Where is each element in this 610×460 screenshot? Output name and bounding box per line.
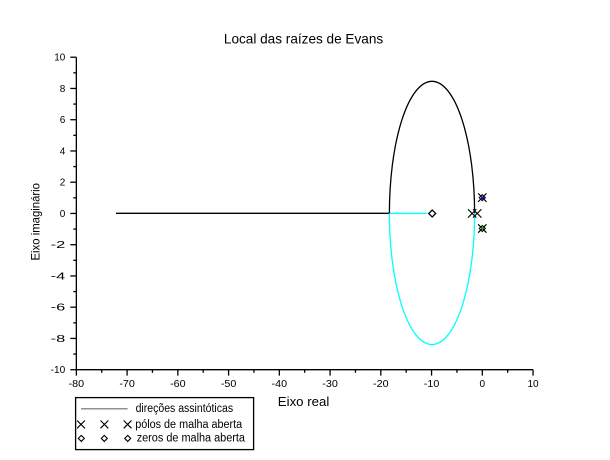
svg-text:-60: -60 <box>170 379 186 390</box>
svg-text:-6: -6 <box>51 303 66 314</box>
svg-text:0: 0 <box>480 379 486 390</box>
svg-text:-10: -10 <box>424 379 440 390</box>
svg-text:-70: -70 <box>119 379 135 390</box>
svg-text:Local das raízes de Evans: Local das raízes de Evans <box>224 31 383 47</box>
svg-text:Eixo imaginário: Eixo imaginário <box>28 183 42 261</box>
svg-text:Eixo real: Eixo real <box>278 395 330 409</box>
svg-text:8: 8 <box>60 84 66 95</box>
svg-text:-2: -2 <box>51 240 66 251</box>
svg-text:direções assintóticas: direções assintóticas <box>136 403 234 415</box>
svg-text:10: 10 <box>54 53 65 64</box>
svg-text:6: 6 <box>60 115 66 126</box>
svg-text:-80: -80 <box>69 379 85 390</box>
svg-text:-8: -8 <box>51 334 66 345</box>
svg-text:-20: -20 <box>373 379 389 390</box>
svg-text:-30: -30 <box>322 379 338 390</box>
svg-text:-4: -4 <box>51 271 66 282</box>
svg-text:10: 10 <box>527 379 539 390</box>
svg-text:pólos de malha aberta: pólos de malha aberta <box>135 419 243 431</box>
svg-text:-40: -40 <box>272 379 288 390</box>
svg-text:2: 2 <box>60 178 66 189</box>
svg-text:0: 0 <box>60 209 66 220</box>
svg-text:4: 4 <box>60 146 66 157</box>
svg-text:zeros de malha aberta: zeros de malha aberta <box>137 432 246 444</box>
svg-text:-50: -50 <box>221 379 237 390</box>
svg-text:-10: -10 <box>51 365 66 376</box>
